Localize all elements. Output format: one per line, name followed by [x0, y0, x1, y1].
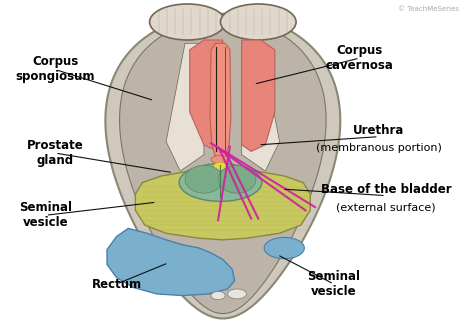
Polygon shape: [107, 228, 235, 295]
Ellipse shape: [264, 238, 304, 259]
Polygon shape: [119, 19, 326, 314]
Polygon shape: [242, 43, 280, 171]
Polygon shape: [190, 40, 223, 151]
Ellipse shape: [150, 4, 225, 40]
Text: © TeachMeSeries: © TeachMeSeries: [398, 6, 459, 12]
Text: (external surface): (external surface): [336, 202, 436, 212]
Text: Rectum: Rectum: [91, 278, 142, 291]
Ellipse shape: [179, 164, 262, 201]
Ellipse shape: [220, 4, 296, 40]
Polygon shape: [166, 43, 204, 171]
Text: Urethra: Urethra: [353, 124, 404, 137]
Ellipse shape: [228, 289, 246, 299]
Text: Seminal
vesicle: Seminal vesicle: [307, 270, 360, 298]
Polygon shape: [136, 169, 310, 240]
Text: Corpus
cavernosa: Corpus cavernosa: [326, 44, 394, 72]
Text: Prostate
gland: Prostate gland: [27, 139, 83, 167]
Polygon shape: [210, 43, 231, 161]
Ellipse shape: [213, 162, 228, 170]
Ellipse shape: [211, 291, 225, 300]
Ellipse shape: [185, 165, 223, 193]
Polygon shape: [105, 14, 340, 318]
Polygon shape: [242, 40, 275, 151]
Text: Seminal
vesicle: Seminal vesicle: [19, 201, 72, 229]
Text: Base of the bladder: Base of the bladder: [320, 183, 451, 196]
Text: (membranous portion): (membranous portion): [316, 143, 442, 153]
Ellipse shape: [218, 165, 256, 193]
Ellipse shape: [211, 156, 230, 164]
Text: Corpus
spongiosum: Corpus spongiosum: [15, 56, 95, 84]
